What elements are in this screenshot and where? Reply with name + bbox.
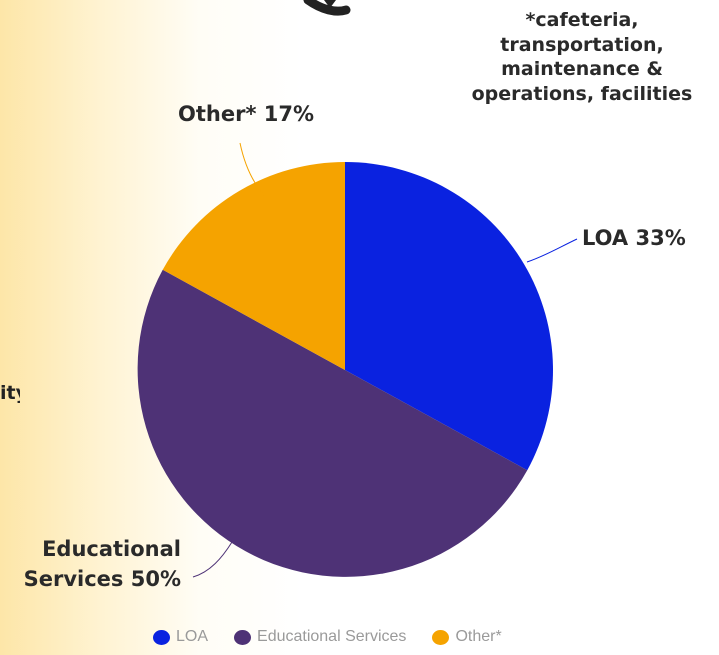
chart-legend: LOA Educational Services Other* <box>153 624 502 650</box>
footnote-line: operations, facilities <box>471 82 693 105</box>
footnote-line: maintenance & <box>501 58 663 80</box>
label-educational-line2: Services 50% <box>23 567 181 591</box>
legend-swatch-other <box>432 629 450 645</box>
footnote-line: transportation, <box>500 33 664 56</box>
pie-slices <box>137 162 553 577</box>
legend-item-other[interactable]: Other* <box>432 628 502 646</box>
pie-slice-loa[interactable] <box>345 162 553 471</box>
leader-line-educational <box>192 541 233 578</box>
legend-label: Educational Services <box>257 628 407 645</box>
label-loa: LOA 33% <box>582 226 686 250</box>
pie-slice-other[interactable] <box>162 162 345 370</box>
leader-line-loa <box>526 238 578 263</box>
label-educational-services: Educational Services 50% <box>8 534 181 594</box>
label-educational-line1: Educational <box>42 537 181 561</box>
legend-item-educational-services[interactable]: Educational Services <box>234 628 406 646</box>
footnote-text: *cafeteria, transportation, maintenance … <box>448 8 716 106</box>
legend-label: LOA <box>176 628 209 645</box>
cropped-background-text: ity <box>0 382 20 404</box>
legend-swatch-educational-services <box>234 629 252 645</box>
pie-slice-educational-services[interactable] <box>137 269 528 577</box>
leader-line-other <box>239 142 266 197</box>
label-other: Other* 17% <box>178 102 314 126</box>
legend-swatch-loa <box>153 629 170 645</box>
legend-label: Other* <box>455 628 502 645</box>
decorative-arrow-graphic <box>303 0 351 16</box>
leader-lines <box>192 142 578 578</box>
legend-item-loa[interactable]: LOA <box>153 628 208 646</box>
footnote-line: *cafeteria, <box>525 9 639 31</box>
